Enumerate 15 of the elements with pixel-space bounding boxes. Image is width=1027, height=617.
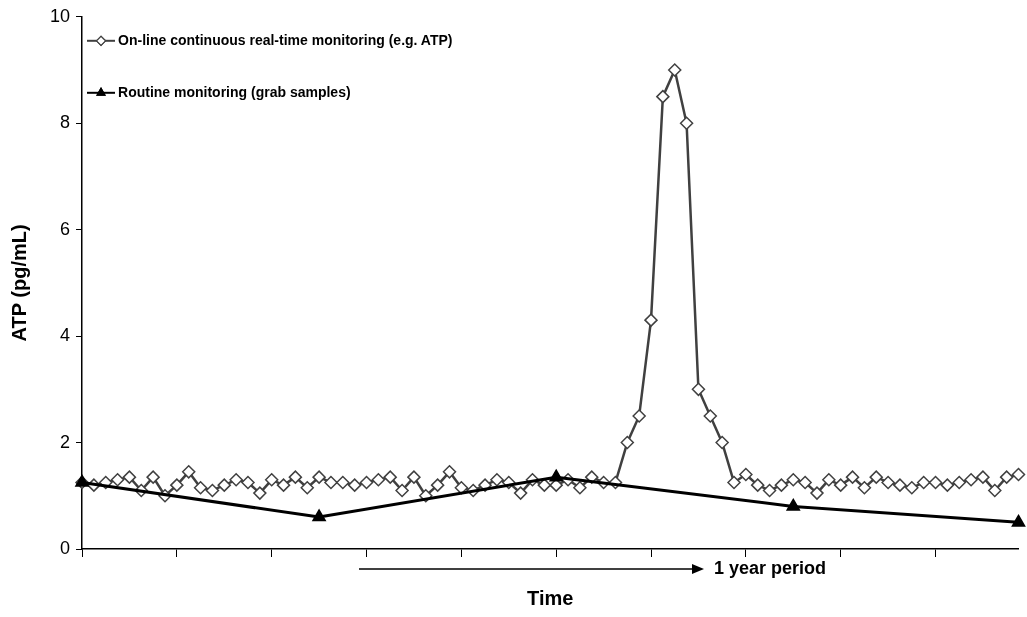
point (549, 469, 563, 482)
text: 1 year period (714, 558, 827, 579)
x-axis-title: Time (527, 586, 574, 609)
y-tick-label: 8 (60, 112, 71, 133)
y-tick-label: 0 (60, 537, 71, 558)
legend-label: Routine monitoring (grab samples) (118, 83, 351, 100)
y-tick-label: 4 (60, 325, 71, 346)
y-tick-label: 2 (60, 431, 71, 452)
legend-label: On-line continuous real-time monitoring (e.g. ATP) (118, 31, 453, 48)
y-tick-label: 10 (49, 5, 71, 26)
point (1011, 514, 1026, 527)
y-tick-label: 6 (60, 218, 71, 239)
y-axis-title: ATP (pg/mL) (7, 224, 30, 342)
point (312, 509, 326, 522)
point (786, 498, 801, 511)
